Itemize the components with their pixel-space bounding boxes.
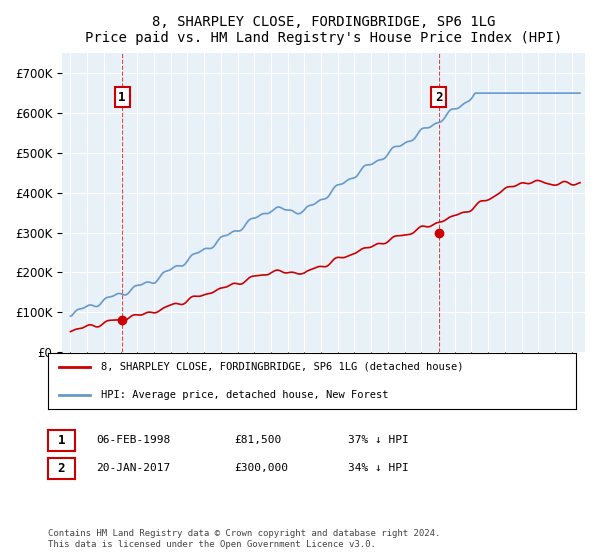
Text: 1: 1 <box>118 91 126 104</box>
Text: £81,500: £81,500 <box>234 435 281 445</box>
Text: 06-FEB-1998: 06-FEB-1998 <box>96 435 170 445</box>
Text: 2: 2 <box>435 91 443 104</box>
Text: Contains HM Land Registry data © Crown copyright and database right 2024.
This d: Contains HM Land Registry data © Crown c… <box>48 529 440 549</box>
Text: HPI: Average price, detached house, New Forest: HPI: Average price, detached house, New … <box>101 390 388 400</box>
Text: 20-JAN-2017: 20-JAN-2017 <box>96 463 170 473</box>
Title: 8, SHARPLEY CLOSE, FORDINGBRIDGE, SP6 1LG
Price paid vs. HM Land Registry's Hous: 8, SHARPLEY CLOSE, FORDINGBRIDGE, SP6 1L… <box>85 15 562 45</box>
Text: 8, SHARPLEY CLOSE, FORDINGBRIDGE, SP6 1LG (detached house): 8, SHARPLEY CLOSE, FORDINGBRIDGE, SP6 1L… <box>101 362 463 372</box>
Text: 1: 1 <box>58 433 65 447</box>
Text: £300,000: £300,000 <box>234 463 288 473</box>
Text: 2: 2 <box>58 461 65 475</box>
Text: 37% ↓ HPI: 37% ↓ HPI <box>348 435 409 445</box>
Text: 34% ↓ HPI: 34% ↓ HPI <box>348 463 409 473</box>
